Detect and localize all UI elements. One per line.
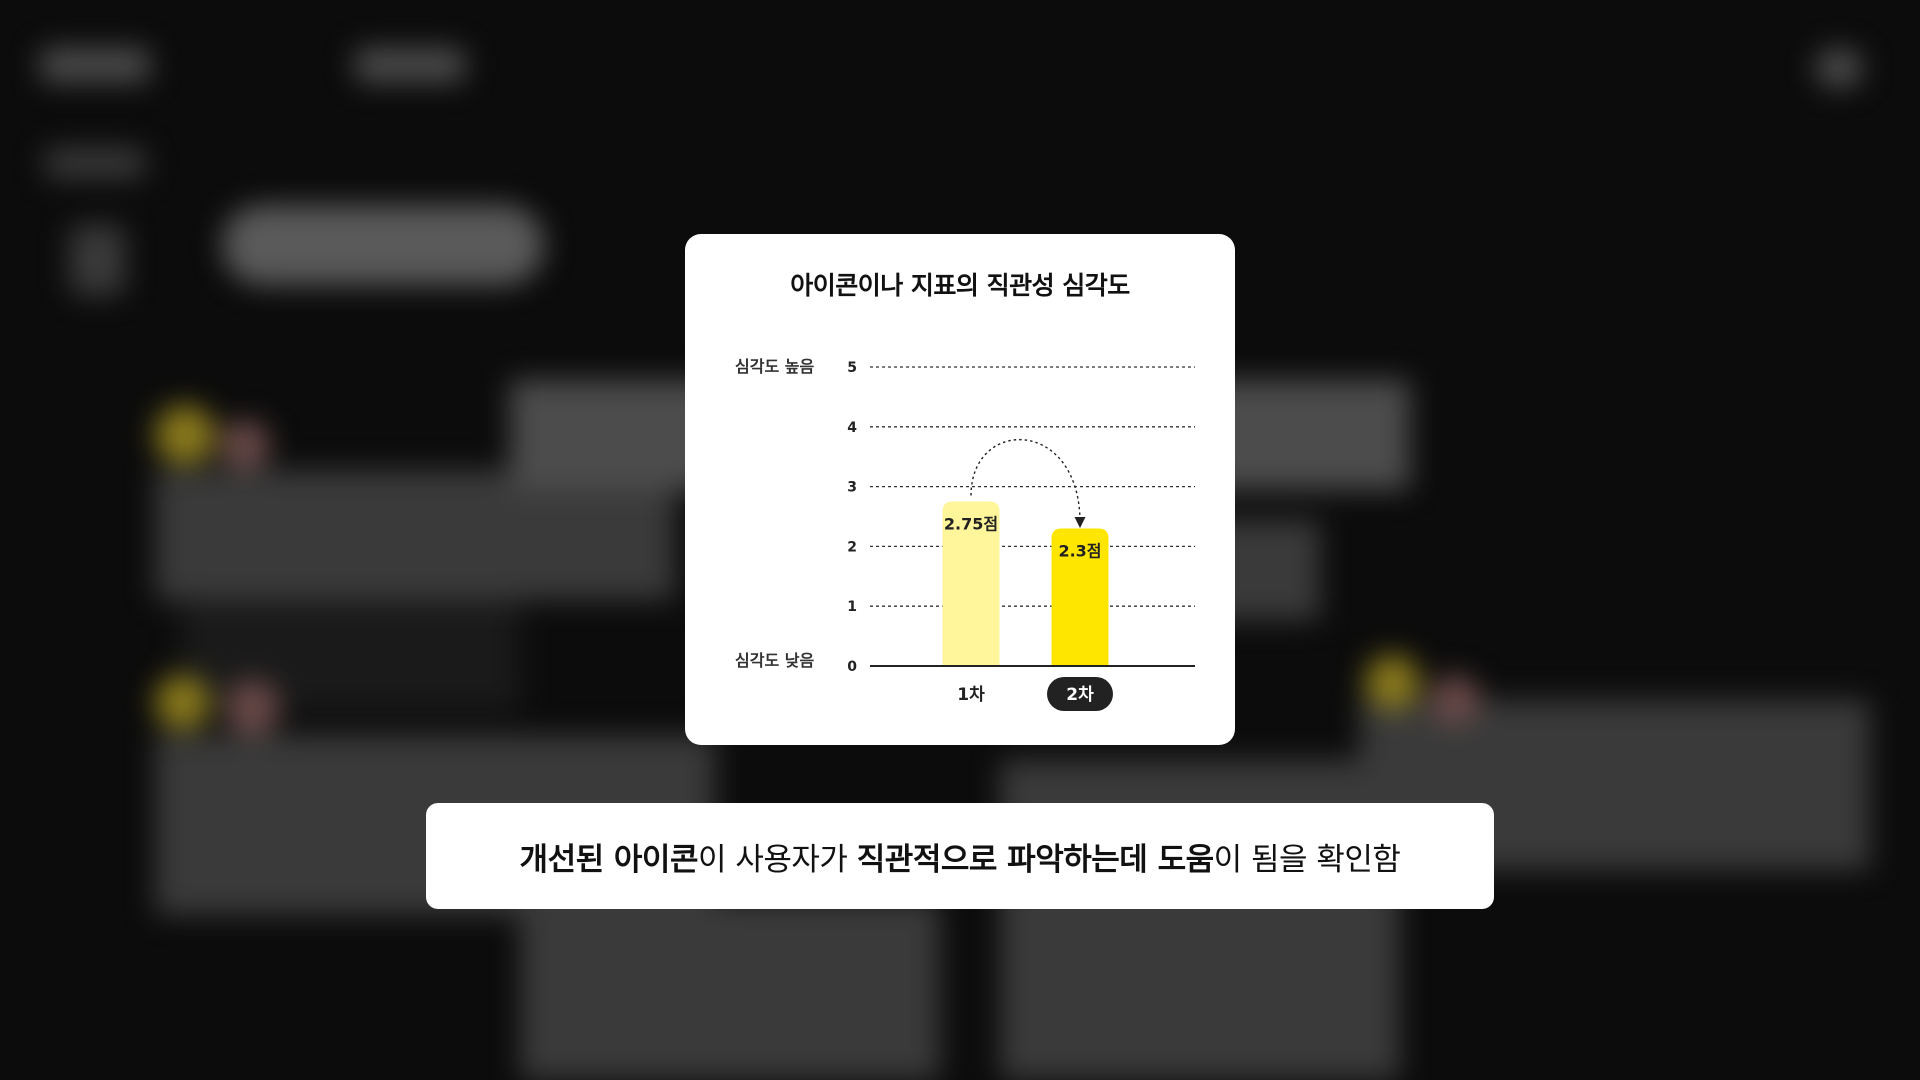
y-tick-label: 3 [847,480,857,496]
y-tick-label: 5 [847,360,857,376]
y-tick-label: 4 [847,420,857,436]
data-label-1: 2.75점 [944,515,998,534]
severity-bar-chart: 0 1 2 3 4 5 심각도 높음 심각도 낮음 2.75점 2.3점 1차 2차 [735,357,1195,711]
bar-2 [1051,528,1109,666]
chart-title: 아이콘이나 지표의 직관성 심각도 [790,271,1130,300]
caption-bold-1: 개선된 아이콘 [519,841,699,878]
x-tick-label: 2차 [1066,685,1094,705]
y-low-label: 심각도 낮음 [735,651,814,670]
bar-1 [942,501,1000,666]
y-tick-label: 0 [847,659,857,675]
data-label-2: 2.3점 [1058,541,1101,560]
x-tick-highlight-pill [1047,677,1113,711]
caption-normal-1: 이 사용자가 [697,841,857,878]
caption-text: 개선된 아이콘이 사용자가 직관적으로 파악하는데 도움이 됨을 확인함 [520,834,1401,879]
caption-normal-2: 이 됨을 확인함 [1213,841,1401,878]
y-high-label: 심각도 높음 [735,357,814,376]
y-tick-label: 2 [847,539,857,555]
y-tick-label: 1 [847,599,857,615]
x-tick-label: 1차 [957,685,985,705]
change-arrow [970,439,1086,529]
caption-bold-2: 직관적으로 파악하는데 도움 [856,841,1214,878]
caption-box: 개선된 아이콘이 사용자가 직관적으로 파악하는데 도움이 됨을 확인함 [426,803,1494,909]
chart-card: 아이콘이나 지표의 직관성 심각도 0 1 2 3 4 5 심각도 높음 심각도 낮음 2… [685,234,1235,745]
